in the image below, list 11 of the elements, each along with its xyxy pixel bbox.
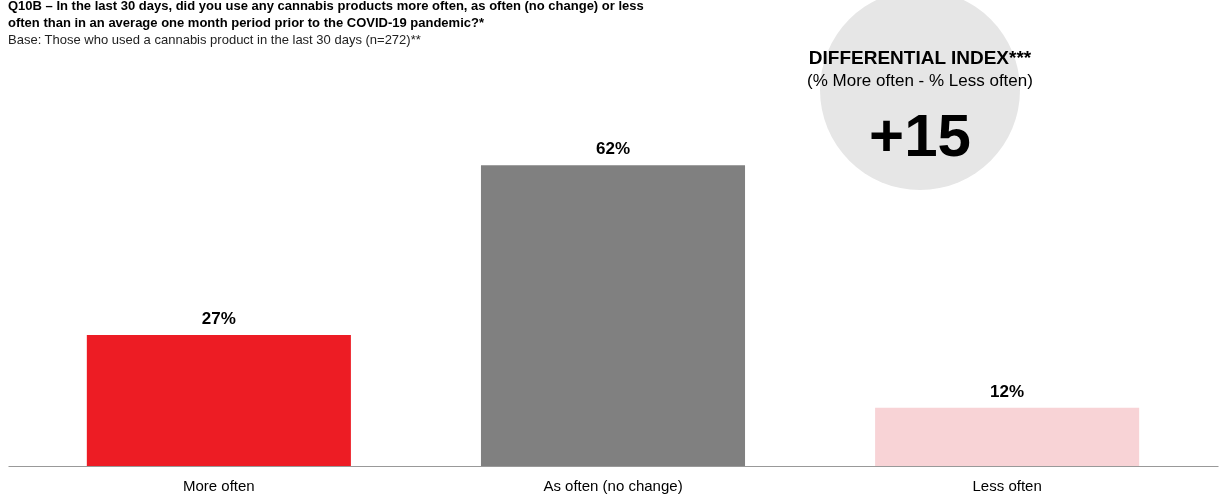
x-tick-label: Less often xyxy=(972,476,1042,494)
x-tick-label: As often (no change) xyxy=(543,476,683,494)
x-tick-label: More often xyxy=(183,476,255,494)
chart-subtitle: Base: Those who used a cannabis product in the last 30 days (n=272)** xyxy=(8,32,421,47)
data-label: 62% xyxy=(595,139,631,159)
text: DIFFERENTIAL INDEX*** xyxy=(808,47,1032,68)
annotation: +15 xyxy=(869,102,971,169)
data-label: 27% xyxy=(201,309,236,328)
text: (% More often - % Less often) xyxy=(807,71,1033,90)
data-label: 12% xyxy=(990,381,1025,401)
chart-title: Q10B – In the last 30 days, did you use any cannabis products more often, as often (no change) or less often than in an average one month period prior to the COVID-19 pandemic?* xyxy=(8,0,644,30)
